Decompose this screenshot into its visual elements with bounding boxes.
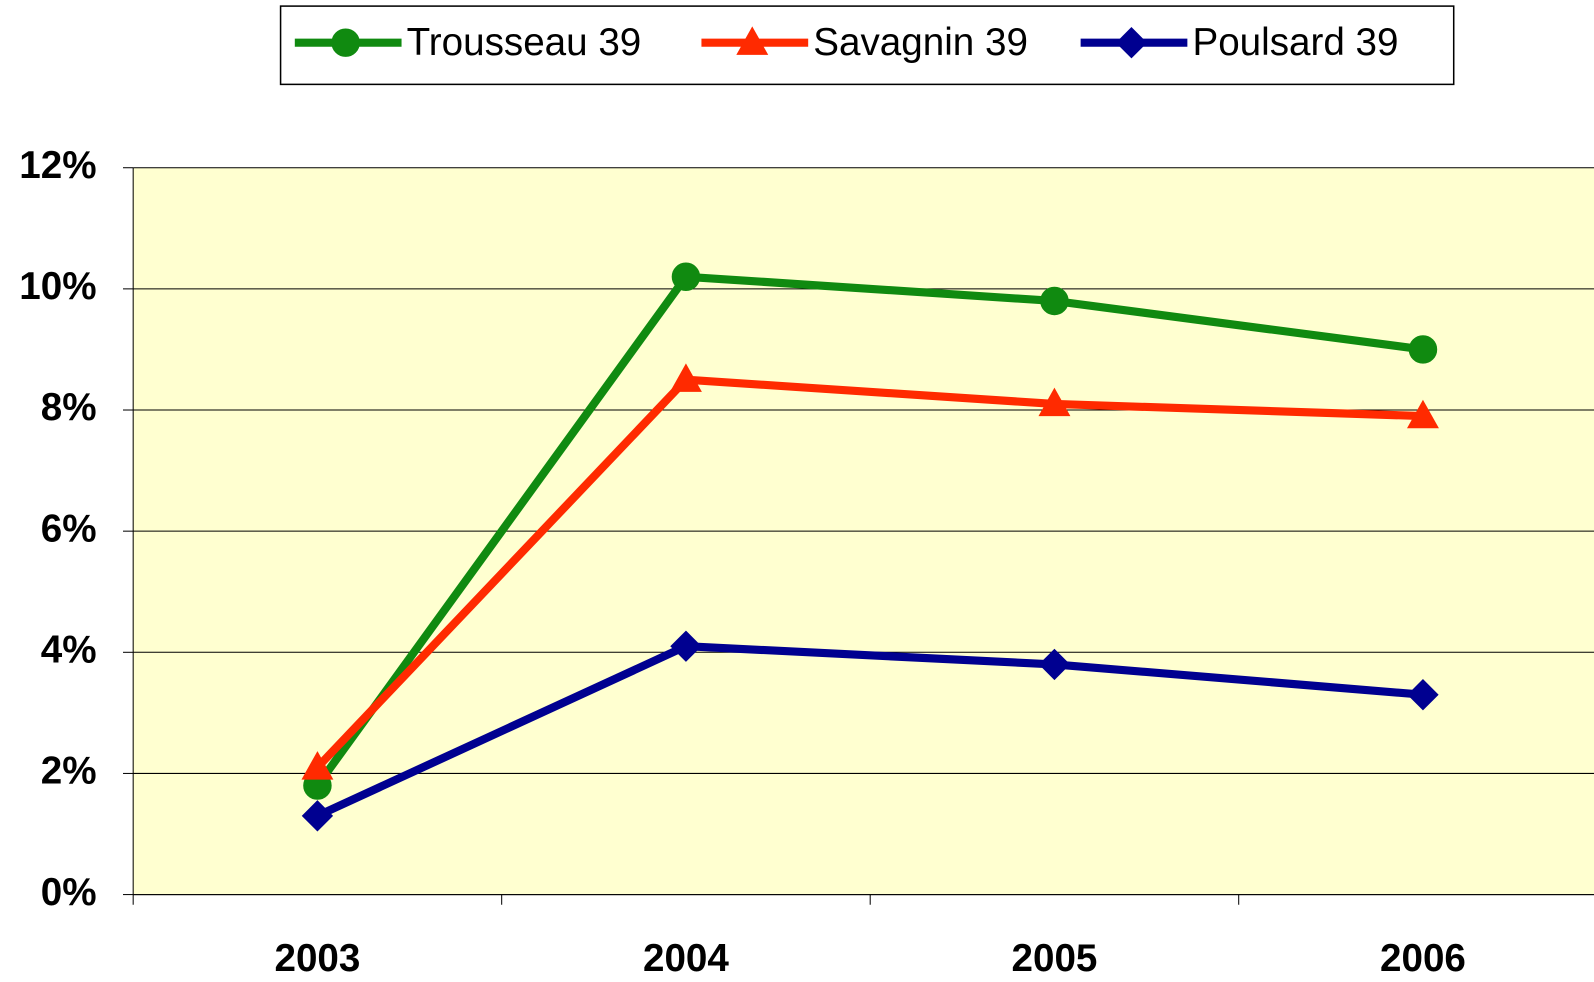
series-line — [315, 642, 1424, 820]
marker — [1407, 679, 1439, 711]
legend-label: Poulsard 39 — [1192, 21, 1398, 64]
series-line — [314, 375, 1424, 771]
y-tick-label: 2% — [41, 750, 97, 793]
x-tick-label: 2005 — [1011, 937, 1097, 980]
x-tick-label: 2003 — [274, 937, 360, 980]
marker — [301, 751, 334, 780]
marker — [736, 26, 769, 55]
series-line — [314, 272, 1424, 788]
y-tick-label: 4% — [41, 628, 97, 671]
y-tick-label: 6% — [41, 507, 97, 550]
marker — [1038, 387, 1071, 417]
legend-box — [279, 5, 1455, 86]
marker — [331, 28, 360, 57]
marker — [1040, 286, 1069, 316]
marker — [670, 630, 702, 662]
x-tick-label: 2004 — [643, 937, 729, 980]
y-tick-label: 0% — [41, 871, 97, 914]
marker — [1408, 335, 1438, 364]
y-tick-label: 12% — [19, 144, 96, 187]
y-tick-label: 10% — [19, 265, 96, 308]
legend-label: Savagnin 39 — [813, 21, 1028, 64]
marker — [1115, 27, 1148, 59]
marker — [1038, 648, 1071, 681]
marker — [671, 262, 701, 291]
legend-label: Trousseau 39 — [407, 21, 642, 64]
y-tick-label: 8% — [41, 386, 97, 429]
marker — [1406, 399, 1439, 429]
x-tick-label: 2006 — [1380, 937, 1466, 980]
marker — [301, 800, 334, 832]
marker — [669, 363, 702, 392]
